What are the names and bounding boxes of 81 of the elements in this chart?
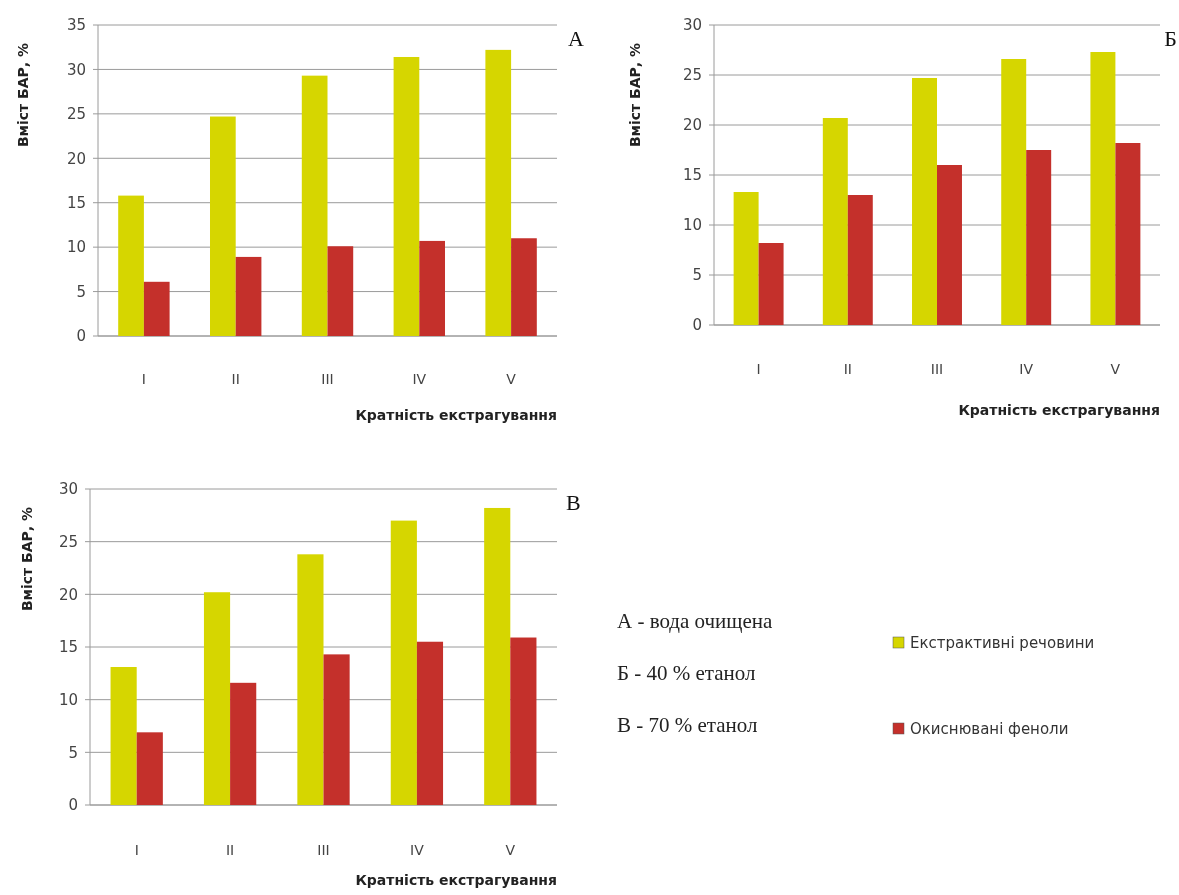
y-tick-label: 25 xyxy=(682,66,702,85)
y-tick-label: 0 xyxy=(68,796,78,815)
x-tick-label: II xyxy=(231,371,240,387)
bar xyxy=(235,256,262,336)
bar xyxy=(733,192,759,325)
x-tick-label: I xyxy=(141,371,146,387)
y-axis-title: Вміст БАР, % xyxy=(15,42,31,148)
x-axis-title: Кратність екстрагування xyxy=(958,402,1160,418)
y-tick-label: 10 xyxy=(58,690,78,709)
y-tick-label: 5 xyxy=(692,266,702,285)
x-tick-label: V xyxy=(1110,361,1121,377)
x-tick-label: IV xyxy=(1019,361,1034,377)
y-tick-label: 20 xyxy=(66,149,86,168)
bar xyxy=(485,49,512,336)
x-axis-title: Кратність екстрагування xyxy=(355,407,557,423)
y-axis-title: Вміст БАР, % xyxy=(627,42,643,148)
chart-title: В xyxy=(566,490,581,515)
y-axis-title: Вміст БАР, % xyxy=(19,506,35,612)
y-tick-label: 15 xyxy=(66,193,86,212)
y-tick-label: 5 xyxy=(76,282,86,301)
x-tick-label: II xyxy=(843,361,852,377)
bar xyxy=(393,56,420,336)
bar xyxy=(143,281,170,336)
y-tick-label: 15 xyxy=(682,166,702,185)
bar xyxy=(511,238,537,336)
bar xyxy=(758,243,784,325)
bar xyxy=(419,240,445,336)
bar xyxy=(847,195,873,325)
bar xyxy=(118,195,144,336)
bar xyxy=(1090,52,1116,325)
bar xyxy=(510,637,537,805)
y-tick-label: 0 xyxy=(692,316,702,335)
legend-label: Окиснювані феноли xyxy=(910,720,1069,739)
text: Б - 40 % етанол xyxy=(617,661,756,685)
y-tick-label: 35 xyxy=(66,16,86,35)
bar xyxy=(230,682,257,805)
x-axis-title: Кратність екстрагування xyxy=(355,872,557,888)
chart-title: А xyxy=(568,26,584,51)
x-tick-label: IV xyxy=(410,842,425,858)
bar xyxy=(822,118,848,325)
bar xyxy=(1001,59,1027,325)
bar xyxy=(937,165,962,325)
chart-title: Б xyxy=(1164,26,1177,51)
x-tick-label: V xyxy=(505,842,516,858)
x-tick-label: III xyxy=(321,371,334,387)
bar xyxy=(297,554,324,805)
y-tick-label: 30 xyxy=(682,16,702,35)
y-tick-label: 20 xyxy=(682,116,702,135)
y-tick-label: 30 xyxy=(58,480,78,499)
x-tick-label: III xyxy=(317,842,330,858)
legend-label: Екстрактивні речовини xyxy=(910,634,1095,653)
y-tick-label: 20 xyxy=(58,585,78,604)
x-tick-label: IV xyxy=(412,371,427,387)
y-tick-label: 5 xyxy=(68,743,78,762)
bar xyxy=(416,641,444,805)
x-tick-label: I xyxy=(134,842,139,858)
y-tick-label: 30 xyxy=(66,60,86,79)
text: В - 70 % етанол xyxy=(617,713,758,737)
bar xyxy=(136,732,163,805)
y-tick-label: 25 xyxy=(66,105,86,124)
bar xyxy=(301,75,328,336)
x-tick-label: V xyxy=(506,371,517,387)
bar xyxy=(390,520,417,805)
x-tick-label: III xyxy=(930,361,944,377)
bar xyxy=(110,667,137,805)
text: А - вода очищена xyxy=(617,609,774,633)
y-tick-label: 25 xyxy=(58,532,78,551)
bar xyxy=(912,78,937,325)
y-tick-label: 10 xyxy=(682,216,702,235)
x-tick-label: II xyxy=(225,842,235,858)
bar xyxy=(203,592,231,805)
y-tick-label: 15 xyxy=(58,638,78,657)
bar xyxy=(1115,143,1141,325)
bar xyxy=(210,116,236,336)
bar xyxy=(327,246,354,336)
x-tick-label: I xyxy=(756,361,761,377)
bar xyxy=(1026,150,1052,325)
bar xyxy=(323,654,350,805)
y-tick-label: 0 xyxy=(76,327,86,346)
bar xyxy=(484,507,511,805)
y-tick-label: 10 xyxy=(66,238,86,257)
